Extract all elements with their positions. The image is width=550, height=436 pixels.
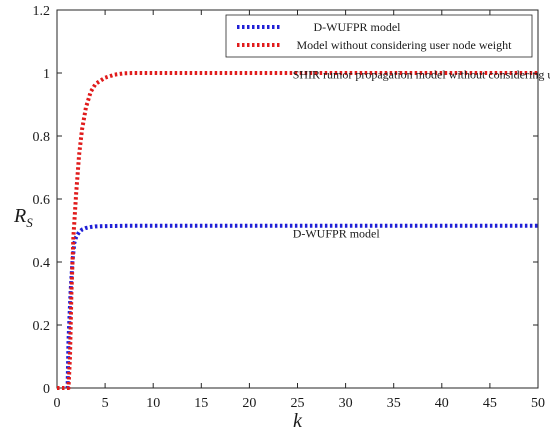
y-tick-label: 1 bbox=[43, 67, 50, 82]
y-tick-label: 0 bbox=[43, 382, 50, 397]
series-lines bbox=[57, 71, 538, 390]
legend-label-d-wufpr: D-WUFPR model bbox=[314, 20, 402, 34]
y-tick-label: 0.2 bbox=[33, 319, 51, 334]
series-line-1 bbox=[57, 71, 538, 390]
y-tick-label: 0.6 bbox=[33, 193, 51, 208]
x-tick-label: 45 bbox=[483, 396, 497, 411]
annotations: SHIR rumor propagation model without con… bbox=[293, 68, 550, 241]
x-tick-label: 30 bbox=[339, 396, 353, 411]
y-axis-title-main: R bbox=[13, 205, 26, 227]
x-tick-label: 10 bbox=[146, 396, 160, 411]
legend-box bbox=[225, 14, 533, 58]
y-axis-title: RS bbox=[13, 205, 33, 230]
annotation-label: D-WUFPR model bbox=[293, 226, 381, 240]
y-tick-label: 1.2 bbox=[33, 4, 51, 19]
legend: D-WUFPR model Model without considering … bbox=[225, 14, 533, 58]
x-tick-label: 15 bbox=[194, 396, 208, 411]
axis-ticks: 0 5 10 15 20 25 30 35 40 45 50 0 0.2 0.4 0.6 0.8 1 1.2 bbox=[33, 4, 546, 411]
x-tick-label: 0 bbox=[54, 396, 61, 411]
x-tick-label: 5 bbox=[102, 396, 109, 411]
x-tick-label: 35 bbox=[387, 396, 401, 411]
x-tick-label: 50 bbox=[531, 396, 545, 411]
y-tick-label: 0.8 bbox=[33, 130, 51, 145]
annotation-label: SHIR rumor propagation model without con… bbox=[293, 68, 550, 82]
x-tick-label: 40 bbox=[435, 396, 449, 411]
x-tick-label: 20 bbox=[242, 396, 256, 411]
legend-label-without-weight: Model without considering user node weig… bbox=[297, 38, 513, 52]
x-tick-label: 25 bbox=[291, 396, 305, 411]
y-axis-title-sub: S bbox=[26, 215, 33, 230]
x-axis-title: k bbox=[293, 410, 303, 432]
y-tick-label: 0.4 bbox=[33, 256, 51, 271]
